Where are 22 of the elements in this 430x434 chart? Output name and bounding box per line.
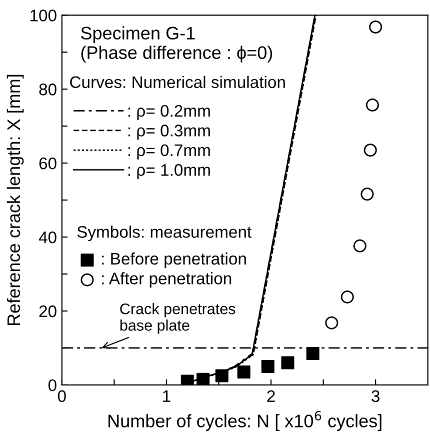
y-tick-label: 0: [48, 379, 56, 392]
legend-label: : Before penetration: [102, 252, 246, 268]
y-tick-label: 80: [39, 84, 56, 96]
legend-label: : ρ= 0.7mm: [128, 144, 210, 160]
text: Specimen G-1 (Phase difference : ϕ=0): [81, 26, 272, 63]
legend-label: : After penetration: [102, 272, 232, 288]
x-tick-label: 1: [163, 390, 170, 402]
y-tick-label: 60: [39, 158, 56, 170]
annotation: Crack penetrates base plate: [120, 303, 236, 334]
x-tick-label: 2: [267, 390, 275, 402]
x-tick-label: 0: [58, 390, 66, 402]
legend-label: : ρ= 0.3mm: [128, 124, 210, 140]
y-tick-label: 20: [39, 305, 56, 318]
x-tick-label: 3: [372, 390, 380, 402]
legend-label: : ρ= 0.2mm: [128, 104, 210, 120]
y-tick-label: 100: [30, 10, 56, 22]
annotation: Symbols: measurement: [77, 226, 252, 242]
y-axis-title: Reference crack length: X [mm]: [6, 74, 24, 326]
annotation: Curves: Numerical simulation: [70, 76, 285, 88]
x-axis-title: Number of cycles: N [ x10$^{6}$ cycles]: [108, 410, 382, 431]
y-tick-label: 40: [38, 231, 56, 244]
legend-label: : ρ= 1.0mm: [128, 164, 210, 180]
